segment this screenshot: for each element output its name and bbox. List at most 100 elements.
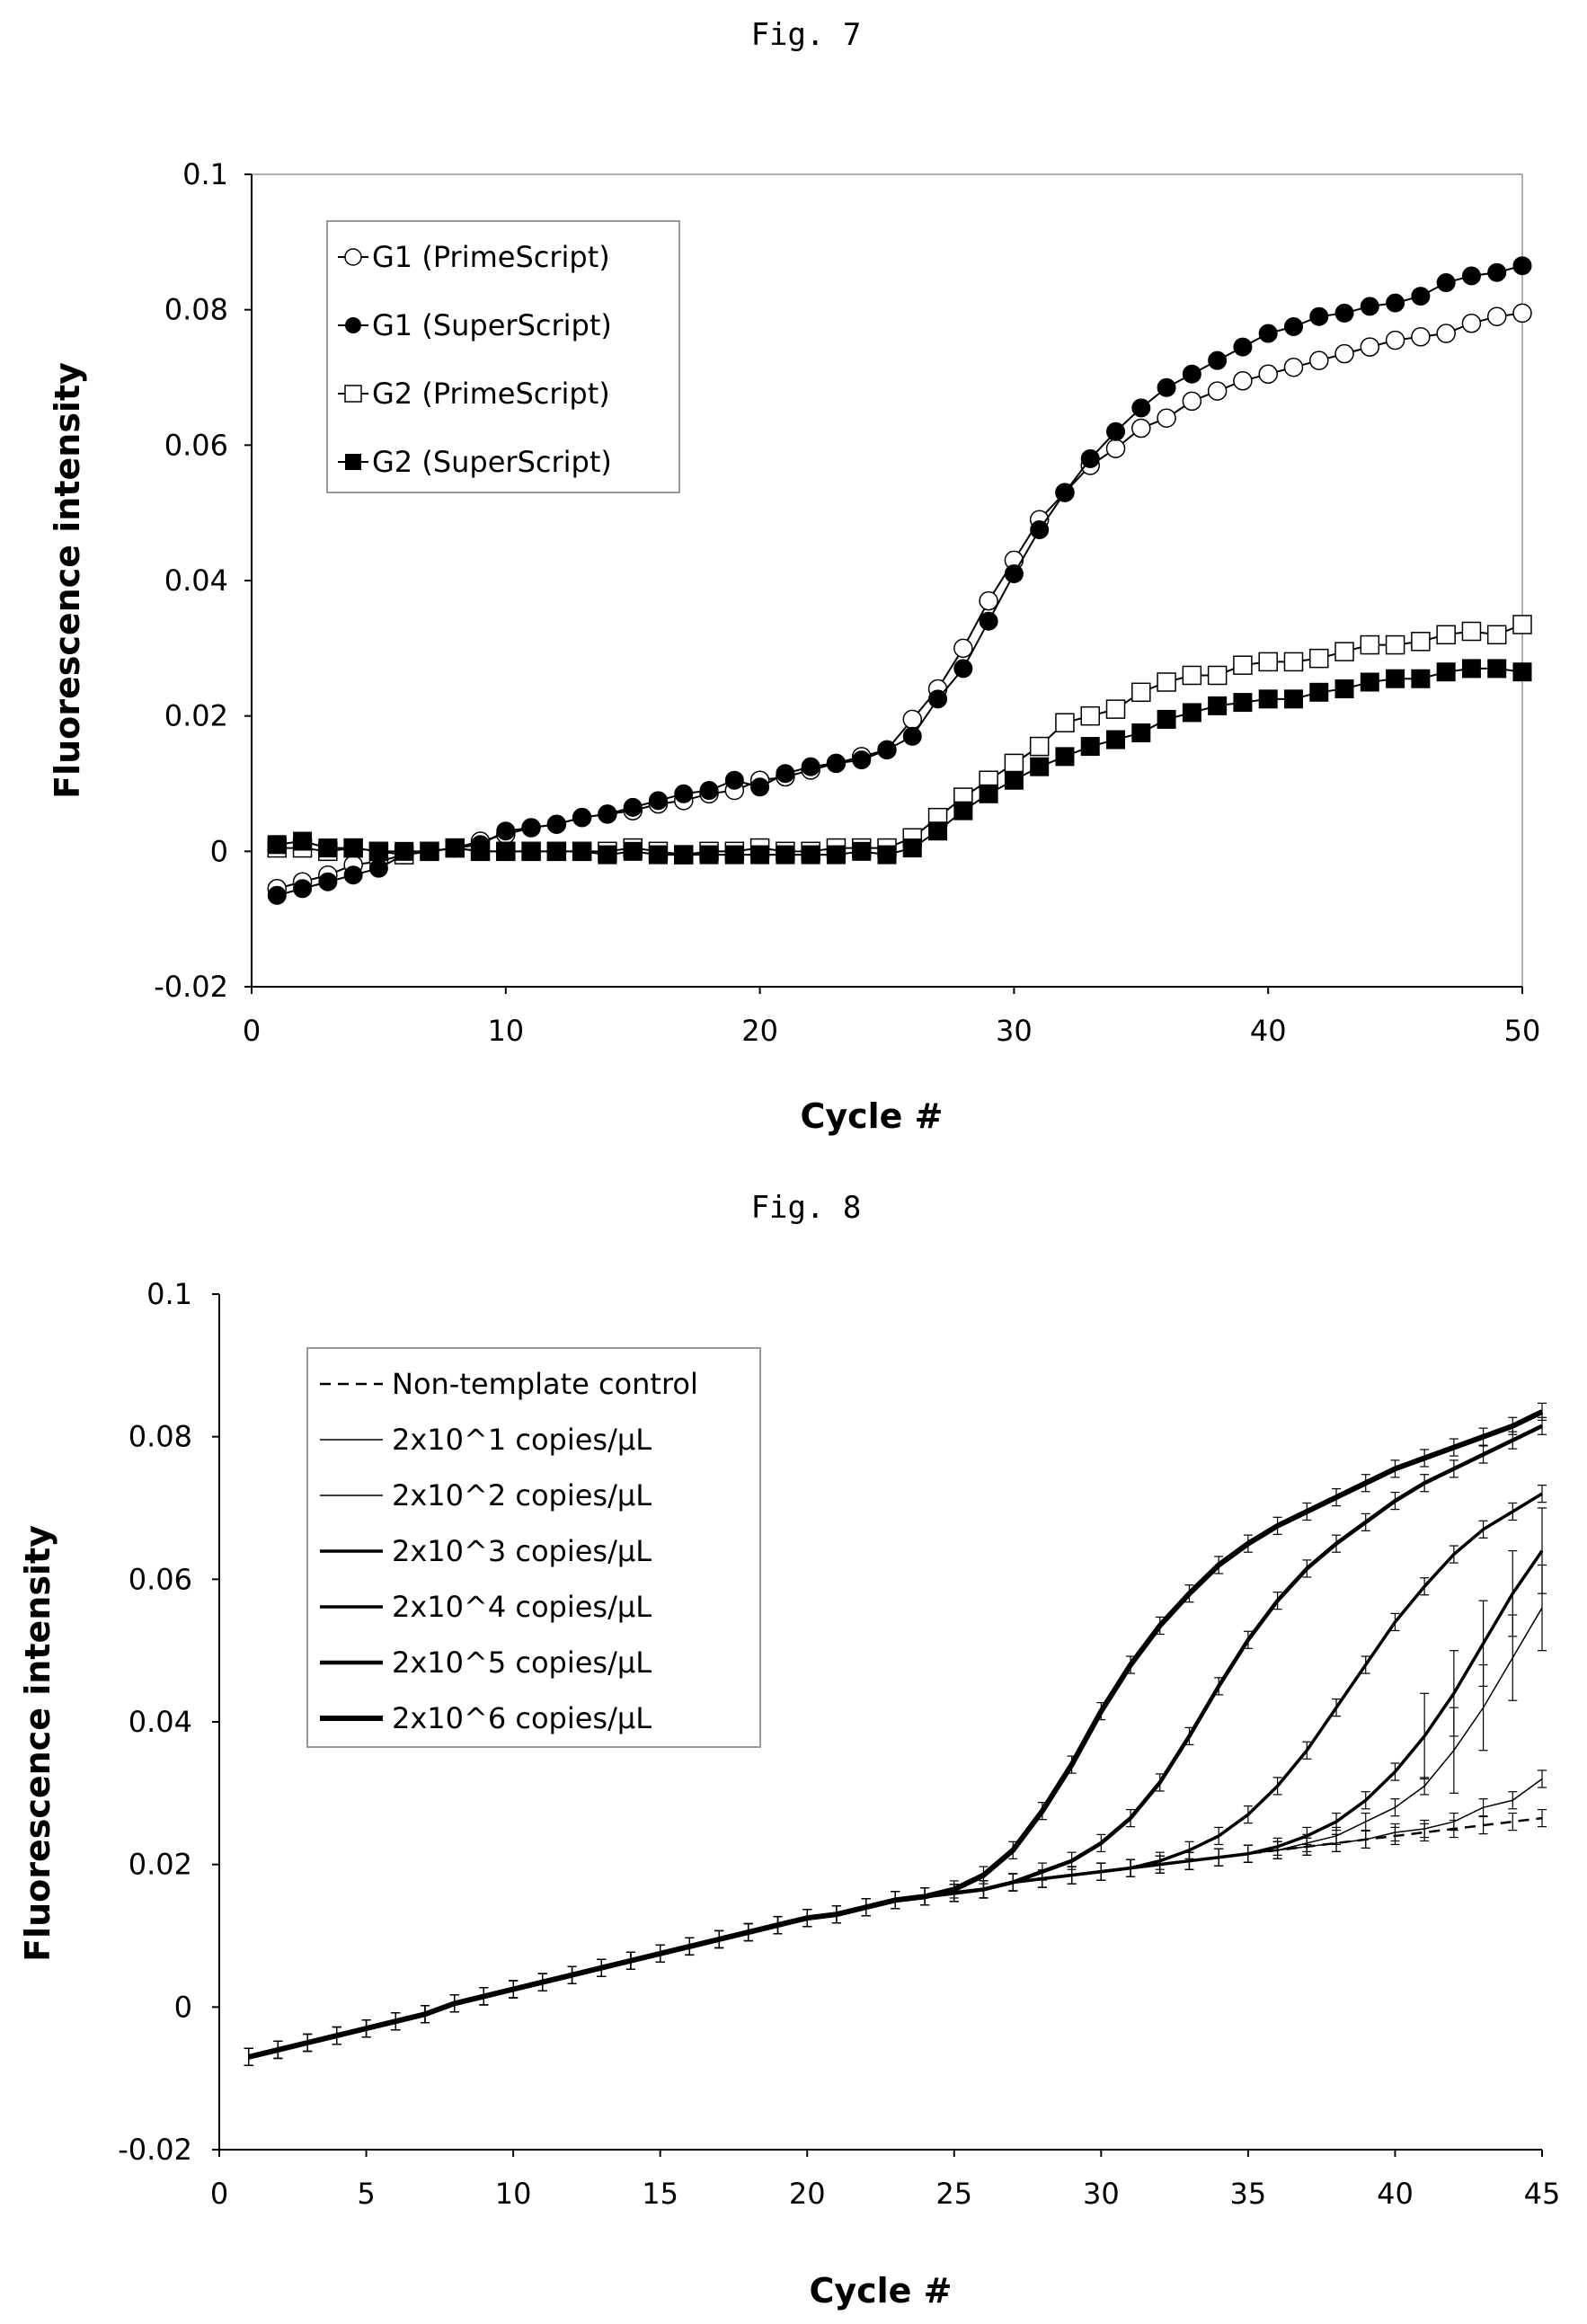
data-point-s4 bbox=[1030, 757, 1050, 776]
y-tick-label: 0 bbox=[210, 834, 228, 868]
data-point-s4 bbox=[1386, 669, 1405, 688]
data-point-s4 bbox=[750, 845, 770, 865]
y-tick-label: 0.06 bbox=[129, 1562, 192, 1596]
data-point-s2 bbox=[318, 872, 338, 891]
data-point-s1 bbox=[1461, 313, 1482, 333]
data-point-s4 bbox=[546, 841, 566, 861]
x-tick-label: 40 bbox=[1377, 2177, 1414, 2211]
data-point-s3 bbox=[1157, 672, 1176, 692]
data-point-s2 bbox=[1283, 317, 1303, 336]
y-tick-label: 0.08 bbox=[129, 1420, 192, 1454]
data-point-s4 bbox=[267, 835, 287, 855]
data-point-s1 bbox=[1105, 439, 1126, 458]
data-point-s2 bbox=[953, 659, 973, 679]
data-point-s4 bbox=[801, 845, 820, 865]
data-point-s4 bbox=[724, 845, 744, 865]
data-point-s2 bbox=[1157, 377, 1176, 397]
legend-label: 2x10^4 copies/µL bbox=[392, 1590, 652, 1624]
data-point-s4 bbox=[1080, 737, 1100, 757]
legend-label: G1 (PrimeScript) bbox=[372, 240, 610, 274]
data-point-s4 bbox=[852, 841, 872, 861]
data-point-s3 bbox=[1461, 621, 1482, 642]
data-point-s4 bbox=[979, 784, 998, 803]
data-point-s2 bbox=[1360, 297, 1379, 316]
data-point-s3 bbox=[1512, 615, 1532, 634]
data-point-s4 bbox=[318, 838, 338, 858]
data-point-s2 bbox=[1436, 273, 1456, 293]
data-point-s2 bbox=[1309, 306, 1329, 326]
data-point-s1 bbox=[1258, 364, 1278, 384]
data-point-s3 bbox=[1233, 655, 1253, 675]
data-point-s2 bbox=[648, 791, 668, 811]
x-tick-label: 35 bbox=[1230, 2177, 1267, 2211]
figure-7-x-axis-label: Cycle # bbox=[800, 1096, 943, 1136]
data-point-s4 bbox=[572, 841, 592, 861]
data-point-s1 bbox=[1385, 330, 1405, 350]
data-point-s2 bbox=[801, 757, 820, 776]
data-point-s4 bbox=[368, 841, 388, 861]
series-line-2 bbox=[248, 1778, 1543, 2058]
data-point-s4 bbox=[1309, 682, 1329, 702]
data-point-s4 bbox=[343, 838, 363, 858]
x-tick-label: 50 bbox=[1504, 1014, 1541, 1048]
data-point-s3 bbox=[1385, 634, 1405, 655]
data-point-s4 bbox=[521, 841, 541, 861]
data-point-s2 bbox=[674, 784, 694, 803]
x-tick-label: 15 bbox=[642, 2177, 678, 2211]
data-point-s1 bbox=[1233, 371, 1253, 391]
data-point-s4 bbox=[648, 845, 668, 865]
data-point-s4 bbox=[420, 841, 439, 861]
data-point-s2 bbox=[1131, 398, 1151, 418]
data-point-s1 bbox=[1283, 357, 1304, 377]
data-point-s1 bbox=[1309, 350, 1329, 370]
data-point-s4 bbox=[1004, 770, 1024, 790]
legend-box bbox=[306, 1347, 761, 1748]
data-point-s2 bbox=[928, 689, 948, 709]
data-point-s4 bbox=[776, 845, 795, 865]
legend-label: G2 (SuperScript) bbox=[372, 445, 612, 479]
data-point-s4 bbox=[877, 845, 897, 865]
data-point-s2 bbox=[979, 611, 998, 631]
figure-7-y-axis-label: Fluorescence intensity bbox=[48, 362, 87, 799]
legend-label: G1 (SuperScript) bbox=[372, 308, 612, 342]
data-point-s2 bbox=[1258, 324, 1278, 343]
data-point-s2 bbox=[724, 770, 744, 790]
data-point-s4 bbox=[395, 841, 414, 861]
data-point-s2 bbox=[902, 726, 922, 746]
legend-marker-3 bbox=[344, 385, 362, 403]
data-point-s3 bbox=[1283, 652, 1304, 672]
data-point-s4 bbox=[598, 845, 617, 865]
data-point-s3 bbox=[1436, 625, 1456, 645]
x-tick-label: 40 bbox=[1250, 1014, 1287, 1048]
data-point-s3 bbox=[1486, 625, 1507, 645]
x-tick-label: 25 bbox=[935, 2177, 972, 2211]
data-point-s2 bbox=[826, 753, 846, 773]
x-tick-label: 10 bbox=[487, 1014, 524, 1048]
data-point-s4 bbox=[902, 838, 922, 858]
x-tick-label: 30 bbox=[996, 1014, 1033, 1048]
x-tick-label: 20 bbox=[741, 1014, 778, 1048]
data-point-s4 bbox=[1436, 662, 1456, 682]
data-point-s2 bbox=[699, 781, 719, 801]
data-point-s2 bbox=[496, 821, 516, 841]
data-point-s4 bbox=[699, 845, 719, 865]
data-point-s2 bbox=[1030, 520, 1050, 539]
data-point-s4 bbox=[471, 841, 491, 861]
data-point-s2 bbox=[1208, 350, 1228, 370]
data-point-s3 bbox=[1258, 652, 1278, 672]
data-point-s1 bbox=[1486, 306, 1507, 326]
data-point-s4 bbox=[674, 845, 694, 865]
data-point-s4 bbox=[1182, 703, 1201, 723]
data-point-s2 bbox=[267, 885, 287, 905]
data-point-s1 bbox=[1436, 324, 1456, 343]
legend-label: G2 (PrimeScript) bbox=[372, 377, 610, 411]
y-tick-label: 0.06 bbox=[164, 428, 228, 462]
x-tick-label: 10 bbox=[495, 2177, 532, 2211]
data-point-s2 bbox=[750, 777, 770, 797]
data-point-s1 bbox=[1207, 381, 1228, 401]
data-point-s1 bbox=[1157, 408, 1176, 428]
x-tick-label: 45 bbox=[1524, 2177, 1561, 2211]
data-point-s2 bbox=[1233, 337, 1253, 357]
data-point-s4 bbox=[1411, 669, 1431, 688]
figure-8-legend: Non-template control 2x10^1 copies/µL 2x10… bbox=[306, 1347, 761, 1748]
